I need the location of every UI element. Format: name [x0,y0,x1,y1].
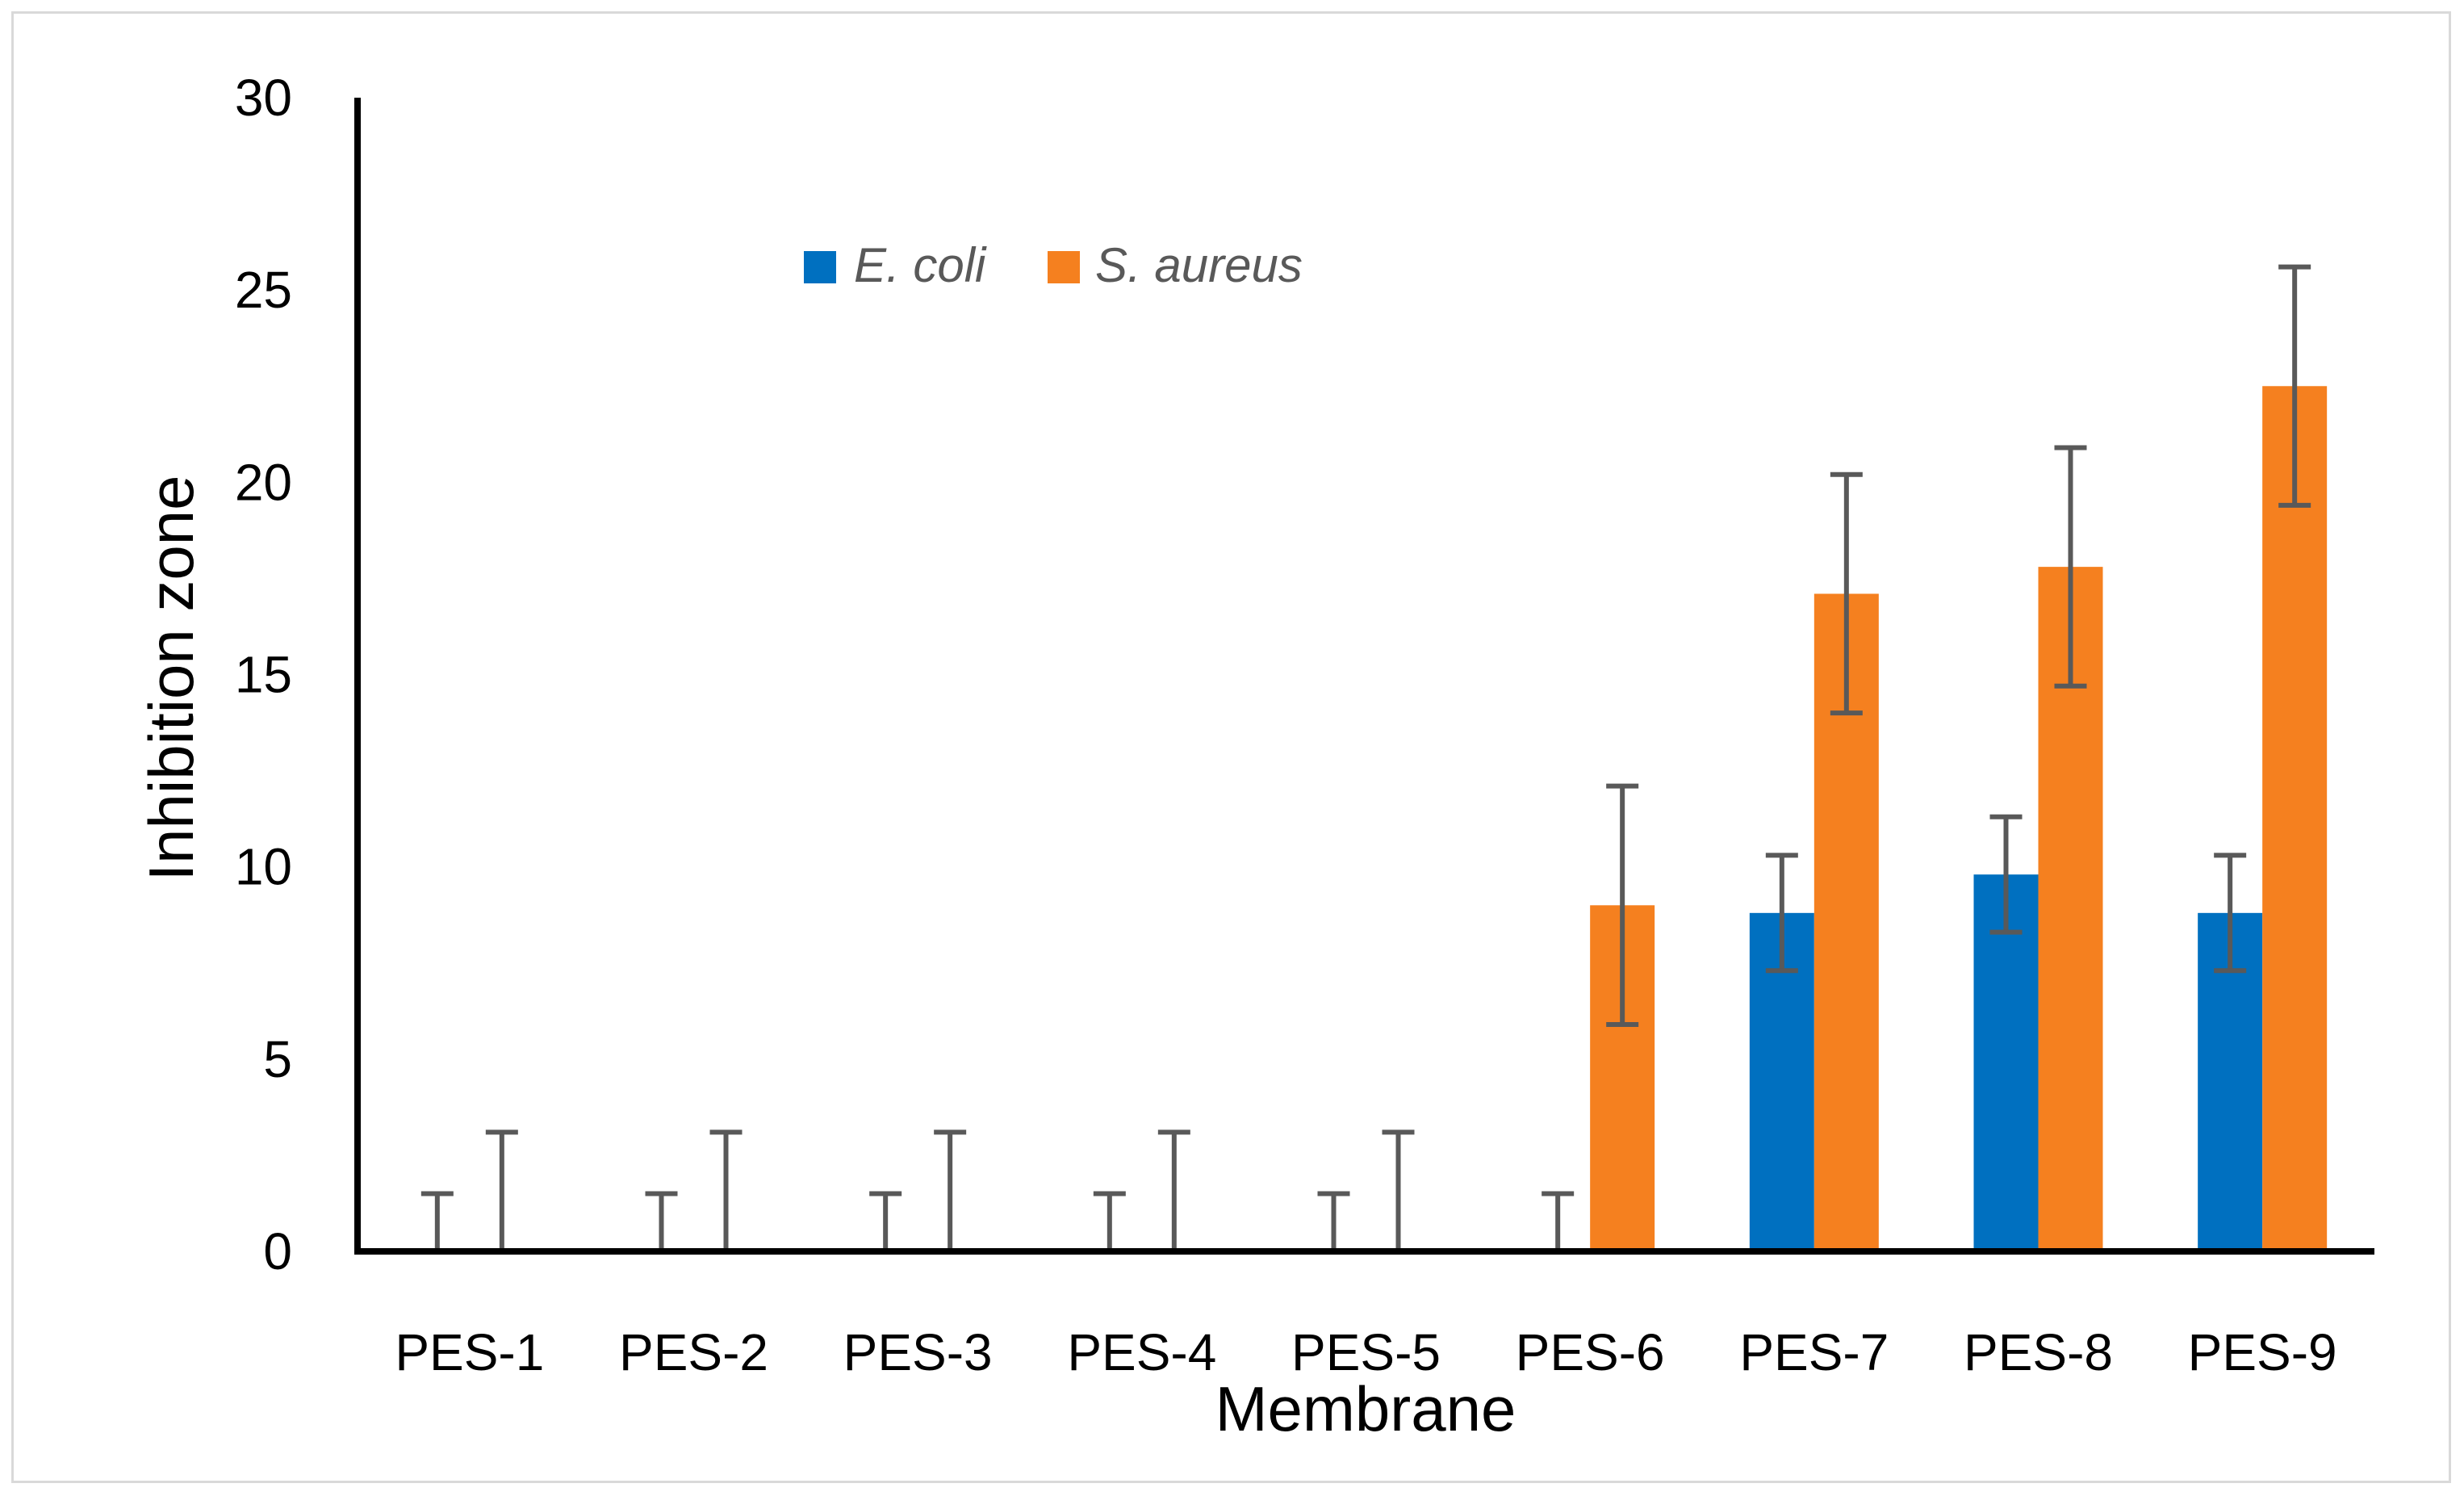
legend: E. coli S. aureus [804,238,1303,292]
bars-layer [1590,386,2328,1251]
error-bar-saureus-pes-5 [1382,1129,1415,1251]
error-bar-ecoli-pes-8 [1989,814,2023,935]
x-tick-labels: PES-1 PES-2 PES-3 PES-4 PES-5 PES-6 PES-7 PES-8… [395,1323,2336,1381]
y-tick-labels: 0 5 10 15 20 25 30 [235,69,292,1280]
chart-frame: 0 5 10 15 20 25 30 PES-1 PES-2 PES-3 PES-4 PES-5 PE… [11,11,2451,1483]
x-axis-title: Membrane [1215,1373,1516,1444]
error-bar-saureus-pes-1 [485,1129,518,1251]
error-bar-saureus-pes-8 [2054,445,2087,689]
y-tick-label-10: 10 [235,838,292,896]
y-tick-label-15: 15 [235,646,292,704]
error-bar-ecoli-pes-6 [1542,1191,1575,1251]
error-bars-layer [420,264,2311,1251]
y-tick-label-20: 20 [235,453,292,511]
error-bar-saureus-pes-2 [709,1129,743,1251]
y-tick-label-25: 25 [235,261,292,319]
x-tick-label-pes-3: PES-3 [843,1323,993,1381]
x-tick-label-pes-5: PES-5 [1291,1323,1441,1381]
error-bar-ecoli-pes-2 [645,1191,678,1251]
x-tick-label-pes-1: PES-1 [395,1323,544,1381]
x-tick-label-pes-2: PES-2 [619,1323,768,1381]
bar-ecoli-pes-8 [1973,874,2039,1251]
y-tick-label-0: 0 [263,1222,292,1280]
y-axis-title: Inhibition zone [136,475,207,881]
axes-layer [354,98,2374,1255]
x-tick-label-pes-4: PES-4 [1067,1323,1216,1381]
error-bar-ecoli-pes-4 [1093,1191,1126,1251]
error-bar-ecoli-pes-7 [1765,853,1798,974]
legend-swatch-ecoli [804,251,836,283]
bar-saureus-pes-9 [2262,386,2328,1251]
error-bar-ecoli-pes-9 [2214,853,2247,974]
x-tick-label-pes-8: PES-8 [1964,1323,2113,1381]
error-bar-saureus-pes-9 [2278,264,2311,508]
error-bar-ecoli-pes-1 [420,1191,454,1251]
y-tick-label-5: 5 [263,1030,292,1088]
legend-label-ecoli: E. coli [854,238,987,292]
error-bar-saureus-pes-6 [1606,783,1639,1027]
error-bar-saureus-pes-7 [1830,471,1863,716]
x-tick-label-pes-6: PES-6 [1516,1323,1665,1381]
x-tick-label-pes-9: PES-9 [2188,1323,2337,1381]
error-bar-ecoli-pes-3 [869,1191,902,1251]
error-bar-ecoli-pes-5 [1317,1191,1350,1251]
y-tick-label-30: 30 [235,69,292,127]
legend-swatch-saureus [1048,251,1080,283]
x-tick-label-pes-7: PES-7 [1739,1323,1889,1381]
legend-label-saureus: S. aureus [1095,238,1303,292]
error-bar-saureus-pes-4 [1157,1129,1190,1251]
error-bar-saureus-pes-3 [934,1129,967,1251]
